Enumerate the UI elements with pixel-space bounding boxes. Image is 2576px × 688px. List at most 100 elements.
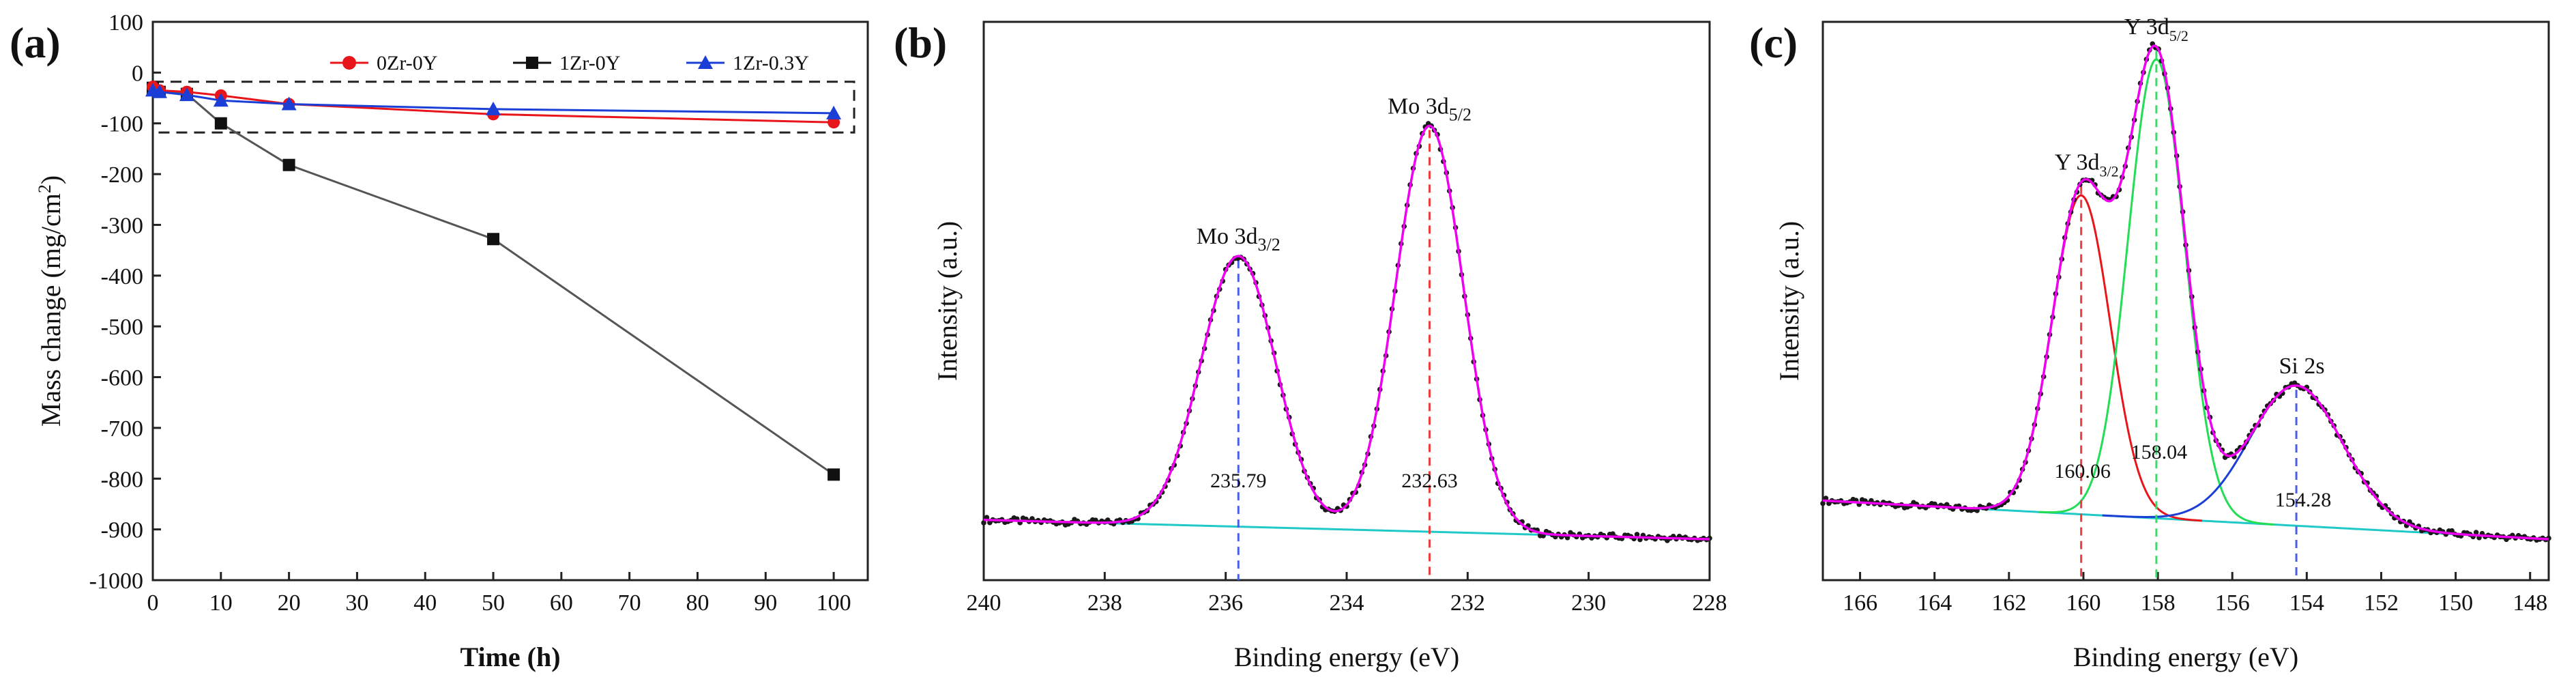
legend-item-1zr-0.3y: 1Zr-0.3Y	[686, 52, 809, 74]
x-tick-label-162: 162	[1991, 590, 2026, 616]
panel-b-x-axis-label: Binding energy (eV)	[1234, 642, 1459, 672]
x-tick-label-0: 0	[147, 590, 159, 616]
x-tick-label-156: 156	[2215, 590, 2250, 616]
panel-a-x-axis-label: Time (h)	[460, 642, 560, 672]
peak-value-1: 232.63	[1401, 470, 1458, 492]
x-tick-label-100: 100	[817, 590, 851, 616]
x-tick-label-40: 40	[413, 590, 437, 616]
panel-c-y-axis-label: Intensity (a.u.)	[1774, 221, 1804, 381]
peak-label-0: Mo 3d3/2	[1197, 224, 1280, 255]
y-tick-label--200: -200	[101, 162, 143, 188]
x-tick-label-152: 152	[2364, 590, 2399, 616]
peak-label-0: Y 3d3/2	[2055, 150, 2119, 180]
y-tick-label--300: -300	[101, 213, 143, 238]
peak-label-1: Y 3d5/2	[2124, 14, 2189, 44]
x-tick-label-166: 166	[1843, 590, 1877, 616]
panel-c-y3d-xps-chart: (c) 166 164 162 160 158 156 154 152 150 148 Y 3d3…	[1749, 14, 2551, 672]
legend-marker-1zr-0y	[526, 57, 538, 69]
data-point-0	[981, 520, 986, 526]
y-tick-label--700: -700	[101, 416, 143, 442]
panel-c-x-ticks: 166 164 162 160 158 156 154 152 150 148	[1843, 572, 2547, 616]
panel-a-series	[145, 81, 842, 481]
legend-marker-0zr-0y	[342, 56, 356, 70]
peak-label-main-0: Y 3d	[2055, 150, 2100, 175]
x-tick-label-240: 240	[967, 590, 1001, 616]
panel-b-letter: (b)	[894, 18, 947, 67]
panel-a-zoom-box	[151, 81, 855, 134]
point-1zr-0y-100	[828, 468, 840, 481]
peak-label-main-0: Mo 3d	[1197, 224, 1258, 249]
panel-c-x-axis-label: Binding energy (eV)	[2073, 642, 2298, 672]
panel-a-y-axis-label: Mass change (mg/cm2)	[35, 175, 66, 427]
x-tick-label-238: 238	[1087, 590, 1122, 616]
x-tick-label-150: 150	[2438, 590, 2473, 616]
x-tick-label-228: 228	[1693, 590, 1727, 616]
panel-c-letter: (c)	[1749, 18, 1798, 67]
panel-a-legend: 0Zr-0Y 1Zr-0Y 1Zr-0.3Y	[330, 52, 809, 74]
point-1zr-0y-10	[214, 117, 227, 130]
peak-label-1: Mo 3d5/2	[1388, 94, 1472, 124]
peak-value-0: 160.06	[2054, 460, 2111, 483]
x-tick-label-148: 148	[2513, 590, 2547, 616]
panel-a-x-ticks: 0 10 20 30 40 50 60 70 80 90 100	[147, 572, 851, 616]
data-point-0	[1820, 500, 1826, 506]
x-tick-label-50: 50	[482, 590, 505, 616]
fit-envelope	[983, 124, 1710, 541]
peak-value-2: 154.28	[2275, 489, 2332, 511]
point-1zr-0.3y-50	[486, 101, 501, 115]
point-1zr-0.3y-20	[281, 96, 297, 111]
y-tick-label--100: -100	[101, 112, 143, 137]
y-tick-label--800: -800	[101, 467, 143, 492]
x-tick-label-232: 232	[1450, 590, 1485, 616]
data-points	[1820, 41, 2551, 543]
peak-label-main-2: Si 2s	[2279, 354, 2325, 379]
x-tick-label-164: 164	[1917, 590, 1952, 616]
y-tick-label--400: -400	[101, 264, 143, 289]
peak-value-0: 235.79	[1210, 470, 1267, 492]
legend-item-0zr-0y: 0Zr-0Y	[330, 52, 437, 74]
panel-a-frame	[151, 20, 869, 582]
x-tick-label-234: 234	[1330, 590, 1364, 616]
component-curve-158.04	[2038, 58, 2275, 526]
peak-label-2: Si 2s	[2279, 354, 2325, 379]
legend-marker-1zr-0.3y	[698, 55, 713, 69]
panel-a-mass-change-chart: (a) 0 10 20 30 40 50 60 70 80 90 100 100 0 -100 -200 -…	[10, 10, 869, 672]
y-tick-label--1000: -1000	[89, 569, 143, 594]
panel-b-mo3d-xps-chart: (b) 240 238 236 234 232 230 228 Mo 3d3/2235.79…	[894, 18, 1727, 672]
peak-label-sub-1: 5/2	[2169, 27, 2189, 44]
y-tick-label--500: -500	[101, 315, 143, 340]
panel-b-x-ticks: 240 238 236 234 232 230 228	[967, 572, 1727, 616]
x-tick-label-70: 70	[618, 590, 641, 616]
panel-b-y-axis-label: Intensity (a.u.)	[932, 221, 963, 381]
data-point-216	[1634, 532, 1640, 537]
x-tick-label-10: 10	[209, 590, 233, 616]
point-1zr-0.3y-10	[213, 93, 229, 107]
peak-label-sub-0: 3/2	[2100, 163, 2119, 180]
panel-a-letter: (a)	[10, 18, 61, 67]
peak-label-sub-1: 5/2	[1449, 104, 1472, 124]
x-tick-label-20: 20	[278, 590, 301, 616]
data-points	[981, 121, 1712, 543]
x-tick-label-160: 160	[2066, 590, 2101, 616]
data-point-208	[1610, 531, 1615, 537]
point-1zr-0.3y-1	[151, 84, 167, 98]
y-tick-label-0: 0	[132, 61, 143, 86]
panel-b-frame	[982, 20, 1711, 582]
panel-a-y-ticks: 100 0 -100 -200 -300 -400 -500 -600 -700 -800 -900…	[89, 10, 161, 594]
y-tick-label--900: -900	[101, 518, 143, 543]
peak-label-sub-0: 3/2	[1258, 235, 1280, 255]
legend-label-1zr-0.3y: 1Zr-0.3Y	[733, 52, 809, 74]
x-tick-label-80: 80	[686, 590, 709, 616]
x-tick-label-158: 158	[2141, 590, 2176, 616]
point-1zr-0.3y-5	[179, 87, 194, 102]
peak-value-1: 158.04	[2131, 441, 2188, 463]
point-1zr-0y-20	[282, 158, 295, 171]
legend-label-1zr-0y: 1Zr-0Y	[559, 52, 620, 74]
y-tick-label--600: -600	[101, 366, 143, 391]
x-tick-label-154: 154	[2289, 590, 2324, 616]
legend-label-0zr-0y: 0Zr-0Y	[377, 52, 437, 74]
x-tick-label-30: 30	[345, 590, 368, 616]
x-tick-label-90: 90	[754, 590, 777, 616]
